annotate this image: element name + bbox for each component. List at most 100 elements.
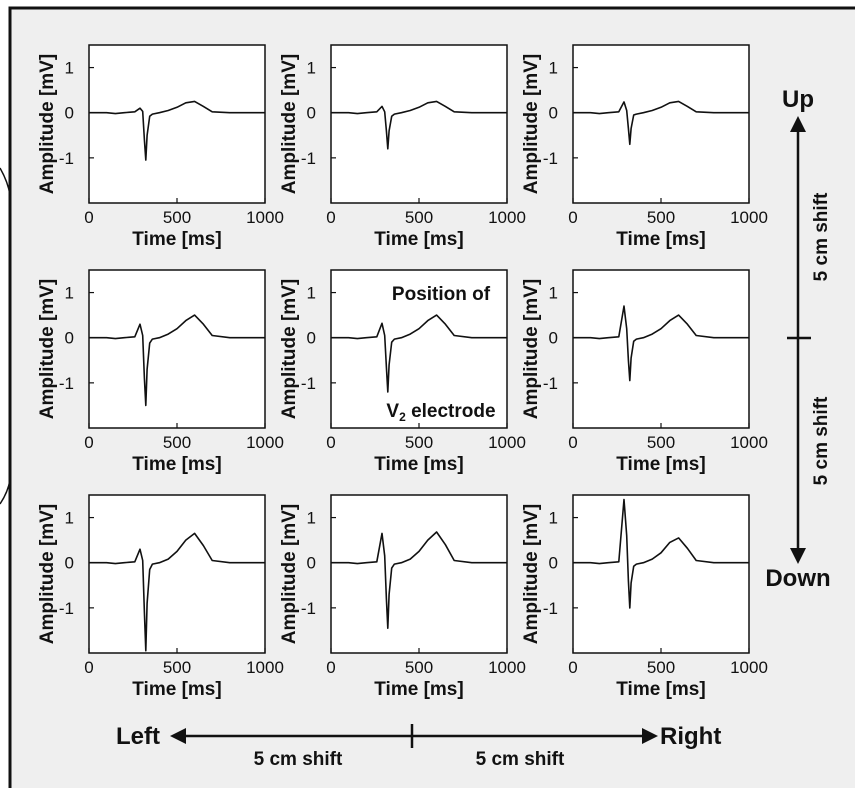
plot-area xyxy=(88,44,266,204)
ecg-trace xyxy=(573,305,749,382)
panel-middle-right: 1 0 -1 0 500 1000 Time [ms] Amplitude [mV] xyxy=(521,269,768,475)
x-tick-label: 1000 xyxy=(488,208,526,227)
y-tick-label: 1 xyxy=(549,284,558,303)
x-tick-label: 500 xyxy=(405,658,433,677)
plot-area xyxy=(572,494,750,654)
y-axis-label: Amplitude [mV] xyxy=(279,279,300,419)
panel-top-center: 1 0 -1 0 500 1000 Time [ms] Amplitude [mV] xyxy=(279,44,526,250)
x-tick-label: 0 xyxy=(568,208,577,227)
y-axis-label: Amplitude [mV] xyxy=(521,279,542,419)
x-tick-label: 500 xyxy=(647,658,675,677)
y-tick-label: -1 xyxy=(59,374,74,393)
y-axis-label: Amplitude [mV] xyxy=(279,54,300,194)
x-tick-label: 0 xyxy=(568,658,577,677)
x-tick-label: 1000 xyxy=(246,658,284,677)
y-tick-label: 1 xyxy=(307,59,316,78)
x-axis-label: Time [ms] xyxy=(132,229,221,250)
plot-area xyxy=(572,269,750,429)
y-tick-label: 1 xyxy=(549,509,558,528)
plot-area xyxy=(88,269,266,429)
panel-bottom-right: 1 0 -1 0 500 1000 Time [ms] Amplitude [mV] xyxy=(521,494,768,700)
vertical-shift-axis: Up 5 cm shift 5 cm shift Down xyxy=(765,86,832,592)
down-arrowhead xyxy=(790,548,806,564)
annotation-electrode: V2 electrode xyxy=(386,401,495,424)
y-tick-label: -1 xyxy=(543,374,558,393)
x-tick-label: 0 xyxy=(84,208,93,227)
x-axis-label: Time [ms] xyxy=(616,679,705,700)
x-tick-label: 0 xyxy=(568,433,577,452)
y-axis-label: Amplitude [mV] xyxy=(279,504,300,644)
y-axis-label: Amplitude [mV] xyxy=(37,279,58,419)
ecg-trace xyxy=(331,100,507,150)
annotation-position: Position of xyxy=(392,284,491,305)
plot-area xyxy=(572,44,750,204)
frame-border xyxy=(8,6,855,788)
x-axis-label: Time [ms] xyxy=(374,229,463,250)
left-bracket-upper xyxy=(0,167,11,196)
ecg-trace xyxy=(89,314,265,407)
x-tick-label: 0 xyxy=(84,433,93,452)
left-label: Left xyxy=(116,723,160,750)
panel-middle-center: 1 0 -1 0 500 1000 Time [ms] Amplitude [mV] Posit… xyxy=(279,269,526,475)
y-axis-label: Amplitude [mV] xyxy=(37,504,58,644)
y-tick-label: -1 xyxy=(543,599,558,618)
y-tick-label: 0 xyxy=(549,554,558,573)
x-axis-label: Time [ms] xyxy=(132,679,221,700)
x-axis-label: Time [ms] xyxy=(132,454,221,475)
plot-area xyxy=(330,44,508,204)
ecg-trace xyxy=(331,531,507,629)
x-tick-label: 0 xyxy=(326,433,335,452)
y-tick-label: -1 xyxy=(59,149,74,168)
right-label: Right xyxy=(660,723,721,750)
x-tick-label: 500 xyxy=(647,208,675,227)
x-axis-label: Time [ms] xyxy=(616,229,705,250)
x-tick-label: 1000 xyxy=(730,208,768,227)
plot-area xyxy=(330,494,508,654)
x-tick-label: 500 xyxy=(405,208,433,227)
y-tick-label: -1 xyxy=(301,149,316,168)
y-tick-label: 1 xyxy=(65,509,74,528)
ecg-trace xyxy=(573,100,749,146)
y-tick-label: -1 xyxy=(301,599,316,618)
x-axis-label: Time [ms] xyxy=(616,454,705,475)
y-tick-label: -1 xyxy=(59,599,74,618)
left-arrowhead xyxy=(170,728,186,744)
y-tick-label: 1 xyxy=(549,59,558,78)
panel-bottom-left: 1 0 -1 0 500 1000 Time [ms] Amplitude [mV] xyxy=(37,494,284,700)
left-shift-label: 5 cm shift xyxy=(254,749,343,770)
y-axis-label: Amplitude [mV] xyxy=(37,54,58,194)
y-tick-label: 1 xyxy=(307,284,316,303)
x-tick-label: 500 xyxy=(163,658,191,677)
ecg-trace xyxy=(89,532,265,652)
x-axis-label: Time [ms] xyxy=(374,679,463,700)
y-tick-label: 0 xyxy=(307,104,316,123)
y-tick-label: 1 xyxy=(65,284,74,303)
y-axis-label: Amplitude [mV] xyxy=(521,54,542,194)
right-shift-label: 5 cm shift xyxy=(476,749,565,770)
x-tick-label: 1000 xyxy=(488,658,526,677)
x-tick-label: 500 xyxy=(405,433,433,452)
right-arrowhead xyxy=(642,728,658,744)
x-tick-label: 1000 xyxy=(246,433,284,452)
x-tick-label: 1000 xyxy=(730,433,768,452)
y-tick-label: 0 xyxy=(65,554,74,573)
x-tick-label: 500 xyxy=(163,208,191,227)
x-tick-label: 0 xyxy=(326,658,335,677)
up-label: Up xyxy=(782,86,814,113)
horizontal-shift-axis: Left 5 cm shift 5 cm shift Right xyxy=(116,723,721,770)
y-tick-label: 0 xyxy=(307,329,316,348)
x-tick-label: 1000 xyxy=(730,658,768,677)
ecg-trace xyxy=(331,314,507,393)
y-tick-label: 0 xyxy=(65,104,74,123)
up-arrowhead xyxy=(790,116,806,132)
ecg-trace xyxy=(573,498,749,609)
x-tick-label: 1000 xyxy=(488,433,526,452)
y-tick-label: 1 xyxy=(65,59,74,78)
panel-middle-left: 1 0 -1 0 500 1000 Time [ms] Amplitude [mV] xyxy=(37,269,284,475)
y-tick-label: 0 xyxy=(65,329,74,348)
plot-area xyxy=(88,494,266,654)
x-tick-label: 500 xyxy=(647,433,675,452)
panel-bottom-center: 1 0 -1 0 500 1000 Time [ms] Amplitude [mV] xyxy=(279,494,526,700)
